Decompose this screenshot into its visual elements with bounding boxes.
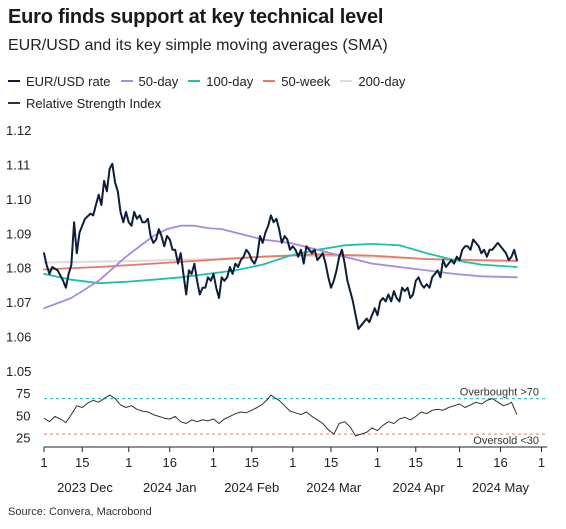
chart-title: Euro finds support at key technical leve…	[8, 6, 384, 28]
legend: EUR/USD rate 50-day 100-day 50-week 200-…	[8, 70, 558, 114]
legend-swatch-100-day	[188, 80, 201, 82]
upper-y-tick-label: 1.05	[6, 364, 31, 379]
x-axis-tick-label: 15	[409, 455, 423, 470]
lower-y-axis: 25 50 75	[16, 386, 30, 445]
series-line-eurusd	[43, 162, 518, 330]
x-axis-tick-label: 15	[245, 455, 259, 470]
legend-label-200-day: 200-day	[358, 73, 406, 89]
x-axis-tick-label: 1	[40, 455, 47, 470]
x-axis-tick-label: 16	[493, 455, 507, 470]
upper-y-tick-label: 1.11	[6, 157, 30, 172]
chart-subtitle: EUR/USD and its key simple moving averag…	[8, 37, 388, 54]
legend-swatch-rsi	[8, 102, 20, 104]
legend-item-50-day: 50-day	[120, 73, 179, 89]
legend-row-1: EUR/USD rate 50-day 100-day 50-week 200-…	[8, 70, 558, 92]
legend-item-100-day: 100-day	[188, 74, 253, 89]
legend-label-eurusd: EUR/USD rate	[26, 73, 111, 89]
lower-y-tick-label: 50	[16, 408, 30, 423]
x-axis-month-label: 2024 Jan	[143, 480, 197, 495]
legend-swatch-eurusd	[8, 80, 20, 82]
series-lines	[43, 162, 518, 330]
rsi-panel: Overbought >70 Oversold <30	[43, 387, 547, 447]
x-axis-month-label: 2023 Dec	[57, 480, 113, 495]
upper-y-tick-label: 1.06	[6, 330, 31, 345]
upper-y-tick-label: 1.12	[6, 123, 31, 138]
legend-item-50-week: 50-week	[263, 74, 330, 89]
upper-y-tick-label: 1.08	[6, 261, 31, 276]
x-axis-month-label: 2024 Apr	[392, 480, 445, 495]
x-axis-tick-label: 1	[289, 455, 296, 470]
series-line-rsi	[43, 394, 518, 437]
x-axis-month-label: 2024 Feb	[224, 480, 279, 495]
x-axis-tick-label: 1	[374, 455, 381, 470]
x-axis: 1 15 1 16 1 15 1 15 1 15 1 16 1 2023 Dec 2024 Jan 2024 …	[40, 446, 547, 495]
upper-y-tick-label: 1.10	[6, 192, 31, 207]
x-axis-month-label: 2024 May	[472, 480, 530, 495]
x-axis-tick-label: 15	[324, 455, 338, 470]
lower-y-tick-label: 25	[16, 431, 30, 446]
x-axis-tick-label: 16	[163, 455, 177, 470]
overbought-label: Overbought >70	[460, 387, 539, 399]
legend-item-200-day: 200-day	[340, 74, 405, 89]
x-axis-tick-label: 1	[538, 455, 545, 470]
legend-swatch-50-week	[263, 80, 276, 82]
legend-label-50-day: 50-day	[138, 73, 179, 89]
x-axis-tick-label: 1	[456, 455, 463, 470]
legend-swatch-50-day	[120, 80, 133, 82]
source-note: Source: Convera, Macrobond	[8, 506, 152, 518]
x-axis-tick-label: 1	[125, 455, 132, 470]
legend-item-eurusd: EUR/USD rate	[8, 74, 111, 89]
upper-y-tick-label: 1.09	[6, 226, 31, 241]
legend-row-2: Relative Strength Index	[8, 92, 558, 114]
upper-y-tick-label: 1.07	[6, 295, 31, 310]
legend-label-rsi: Relative Strength Index	[26, 95, 162, 111]
series-line-sma100d	[43, 243, 518, 285]
legend-swatch-200-day	[340, 80, 353, 82]
x-axis-tick-label: 1	[210, 455, 217, 470]
x-axis-tick-label: 15	[75, 455, 89, 470]
lower-y-tick-label: 75	[16, 386, 30, 401]
upper-y-axis: 1.05 1.06 1.07 1.08 1.09 1.10 1.11 1.12	[6, 123, 31, 379]
x-axis-month-label: 2024 Mar	[306, 480, 362, 495]
legend-item-rsi: Relative Strength Index	[8, 96, 161, 111]
oversold-label: Oversold <30	[473, 435, 539, 447]
legend-label-100-day: 100-day	[206, 73, 254, 89]
legend-label-50-week: 50-week	[281, 73, 331, 89]
series-line-sma50d	[43, 224, 518, 310]
